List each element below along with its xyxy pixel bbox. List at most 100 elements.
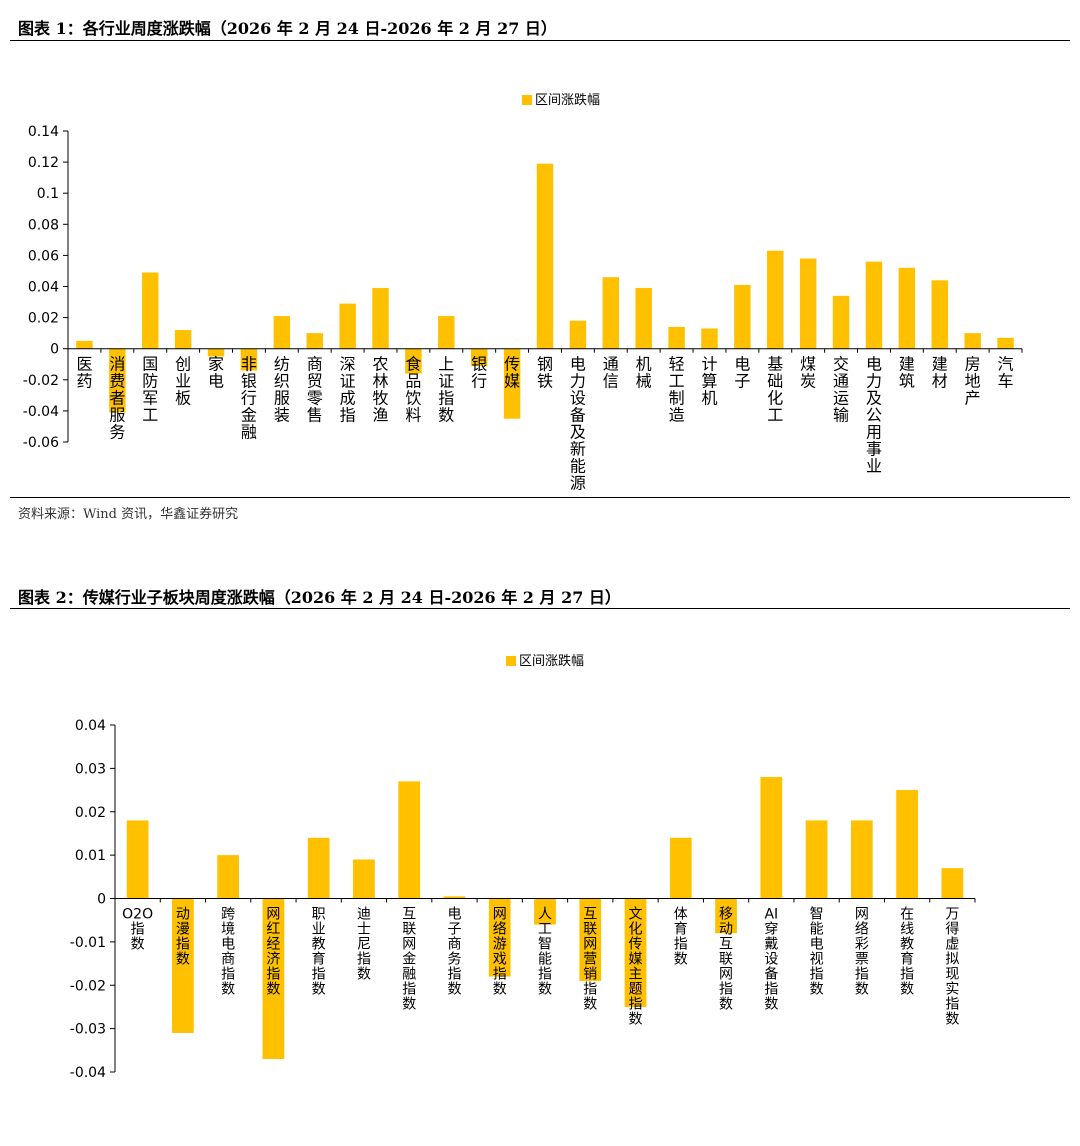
category-label: 钢铁 (537, 355, 553, 391)
bar-6 (240, 348, 258, 371)
bar-1 (76, 340, 93, 349)
category-label: 消费者服务 (109, 355, 125, 442)
y-tick-label: 0.02 (75, 805, 106, 821)
bar-21 (734, 284, 751, 349)
category-label: 网红经济指数 (266, 907, 280, 998)
category-label: 建材 (932, 355, 948, 391)
category-label: 食品饮料 (405, 355, 421, 425)
y-tick-label: 0.01 (75, 848, 106, 864)
category-label: 智能电视指数 (810, 907, 824, 998)
y-tick-label: 0.04 (75, 718, 106, 734)
bar-24 (832, 295, 850, 349)
category-label: 跨境电商指数 (221, 907, 235, 998)
category-label: 商贸零售 (307, 355, 323, 425)
bar-20 (701, 328, 718, 349)
bar-14 (715, 898, 737, 934)
bar-18 (896, 790, 918, 899)
category-label: 电子 (734, 355, 750, 391)
category-label: 银行 (471, 355, 487, 391)
bar-19 (668, 326, 685, 349)
category-label: AI 穿戴设备指数 (764, 907, 778, 1013)
y-tick-label: -0.01 (70, 935, 106, 951)
category-label: O2O 指数 (122, 907, 153, 953)
y-tick-label: -0.04 (70, 1065, 106, 1081)
y-tick-label: 0.06 (28, 248, 59, 264)
category-label: 传媒 (504, 355, 520, 391)
category-label: 电子商务指数 (447, 907, 461, 998)
legend: 区间涨跌幅 (522, 92, 600, 108)
bar-9 (339, 303, 356, 349)
bar-13 (470, 348, 488, 366)
legend-swatch (506, 656, 516, 666)
bar-2 (172, 898, 194, 1033)
y-tick-label: 0 (97, 892, 106, 908)
figure-2-top-rule (10, 608, 1070, 609)
category-label: 轻工制造 (669, 355, 685, 425)
category-label: 机械 (636, 355, 652, 391)
y-tick-label: 0.04 (28, 280, 59, 296)
category-label: 在线教育指数 (900, 907, 914, 998)
category-label: 农林牧渔 (373, 355, 389, 425)
category-label: 汽车 (998, 355, 1014, 391)
category-label: 房地产 (965, 355, 981, 408)
industry-weekly-change-bar-chart: 区间涨跌幅 0.14 0.12 0.1 0.08 0.06 0.04 0.02 0 -0.02 -0… (23, 92, 1023, 493)
bar-2 (109, 348, 126, 413)
category-label: 万得虚拟现实指数 (945, 907, 959, 1028)
category-label: 互联网金融指数 (402, 907, 416, 1013)
bar-9 (488, 898, 511, 977)
bar-19 (941, 868, 964, 899)
bar-14 (503, 348, 521, 419)
y-tick-label: 0.12 (28, 155, 59, 171)
bar-11 (405, 348, 422, 374)
bar-6 (353, 859, 375, 899)
bar-15 (536, 163, 554, 349)
bar-17 (602, 277, 620, 349)
category-label: 家电 (208, 355, 224, 391)
category-label: 煤炭 (800, 355, 816, 391)
y-tick-label: 0.03 (75, 761, 106, 777)
bar-3 (217, 855, 240, 899)
y-tick-label: -0.03 (70, 1022, 106, 1038)
category-label: 互联网营销指数 (583, 907, 597, 1013)
category-label: 深证成指 (340, 355, 356, 425)
y-tick-label: -0.02 (70, 978, 106, 994)
bar-17 (850, 820, 873, 899)
category-label: 通信 (603, 355, 619, 391)
y-tick-label: 0 (50, 342, 59, 358)
y-tick-label: 0.08 (28, 217, 59, 233)
figure-1-title: 图表 1：各行业周度涨跌幅（2026 年 2 月 24 日-2026 年 2 月… (18, 19, 557, 38)
bar-4 (174, 330, 192, 349)
bar-26 (898, 267, 916, 349)
bar-29 (997, 337, 1014, 349)
bar-13 (669, 837, 692, 899)
bar-27 (931, 280, 948, 349)
bar-5 (207, 348, 225, 357)
legend-label: 区间涨跌幅 (535, 92, 600, 108)
bar-12 (438, 316, 455, 349)
bar-10 (534, 898, 556, 925)
figure-1-source: 资料来源：Wind 资讯，华鑫证券研究 (18, 507, 239, 522)
bar-15 (760, 777, 783, 899)
category-label: 建筑 (899, 355, 915, 391)
category-label: 创业板 (175, 355, 191, 408)
y-tick-label: -0.04 (23, 404, 59, 420)
figure-1-top-rule (10, 40, 1070, 41)
y-tick-label: 0.14 (28, 124, 59, 140)
bar-23 (799, 258, 817, 349)
legend-swatch (522, 95, 532, 105)
bar-28 (964, 333, 981, 349)
category-label: 上证指数 (438, 355, 454, 425)
bar-8 (306, 333, 323, 349)
category-label: 电力设备及新能源 (570, 355, 586, 493)
category-label: 网络彩票指数 (855, 907, 869, 998)
legend: 区间涨跌幅 (506, 653, 584, 669)
category-label: 移动互联网指数 (719, 907, 733, 1013)
bar-5 (307, 837, 330, 899)
category-label: 非银行金融 (241, 355, 257, 442)
category-label: 电力及公用事业 (866, 355, 882, 476)
y-tick-label: -0.02 (23, 373, 59, 389)
y-tick-label: 0.02 (28, 311, 59, 327)
category-label: 纺织服装 (274, 355, 290, 425)
bar-8 (443, 896, 466, 899)
category-label: 计算机 (701, 355, 717, 408)
